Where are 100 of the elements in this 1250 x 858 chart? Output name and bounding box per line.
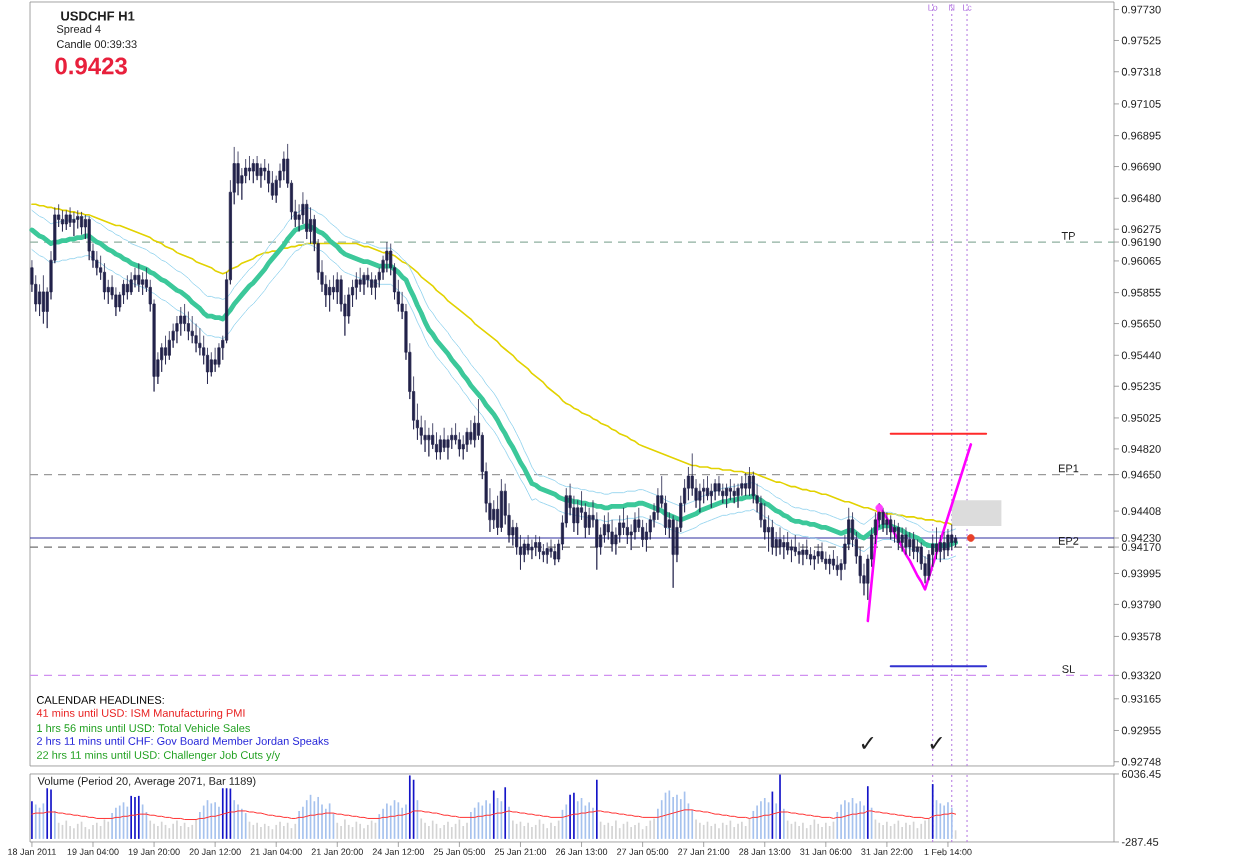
candlestick	[797, 542, 801, 565]
candlestick	[457, 431, 461, 457]
candlestick	[442, 427, 446, 453]
annotation: ✓	[861, 737, 874, 749]
candlestick	[778, 527, 782, 555]
candlestick	[671, 514, 675, 589]
candlestick	[946, 528, 950, 557]
candlestick	[782, 534, 786, 560]
candlestick	[358, 267, 362, 293]
candlestick	[881, 507, 885, 533]
candlestick	[938, 534, 942, 563]
candlestick	[644, 522, 648, 552]
candlestick	[270, 170, 274, 201]
candlestick	[545, 542, 549, 565]
candlestick	[820, 542, 824, 563]
candlestick	[213, 347, 217, 373]
candlestick	[217, 342, 221, 368]
candlestick	[744, 472, 748, 497]
candlestick	[76, 209, 80, 229]
candlestick	[251, 158, 255, 184]
candlestick	[587, 507, 591, 536]
candlestick	[465, 427, 469, 453]
candlestick	[625, 514, 629, 545]
candlestick	[141, 271, 145, 296]
candlestick	[892, 519, 897, 543]
candlestick	[255, 155, 259, 181]
candlestick	[831, 549, 835, 571]
candlestick	[885, 511, 889, 536]
candlestick	[789, 539, 794, 563]
candlestick	[786, 531, 790, 555]
candlestick	[526, 534, 530, 555]
candlestick	[713, 478, 717, 501]
candlestick	[549, 539, 553, 559]
candlestick	[137, 262, 141, 293]
candlestick	[828, 554, 832, 575]
candlestick	[805, 539, 809, 560]
candlestick	[736, 483, 740, 509]
candlestick	[816, 543, 820, 565]
candlestick	[576, 499, 580, 536]
candlestick	[541, 543, 545, 563]
candlestick	[698, 483, 702, 513]
candlestick	[896, 522, 900, 551]
candlestick	[328, 279, 332, 312]
candlestick	[190, 315, 194, 344]
candlestick	[87, 215, 91, 261]
candlestick	[38, 283, 42, 317]
candlestick	[64, 209, 68, 231]
candlestick	[721, 483, 725, 504]
candlestick	[812, 549, 816, 571]
candlestick	[125, 274, 129, 300]
candlestick	[80, 211, 84, 235]
candlestick	[236, 151, 240, 196]
candlestick	[621, 507, 626, 536]
candlestick	[709, 483, 713, 509]
candlestick	[354, 271, 358, 300]
candlestick	[209, 351, 213, 377]
candlestick	[309, 206, 313, 244]
candlestick	[900, 527, 904, 552]
candlestick	[705, 475, 710, 501]
candlestick	[534, 534, 538, 557]
candlestick	[770, 519, 774, 555]
candlestick	[72, 211, 76, 237]
candlestick	[167, 330, 171, 361]
annotation: 0.9423	[55, 57, 127, 75]
candlestick	[362, 271, 366, 296]
candlestick	[725, 483, 729, 509]
candlestick	[267, 163, 271, 193]
candlestick	[908, 531, 912, 557]
candlestick	[809, 546, 813, 566]
candlestick	[610, 519, 614, 552]
candlestick	[282, 151, 286, 181]
candlestick	[335, 271, 339, 305]
candlestick	[102, 262, 106, 300]
candlestick	[915, 539, 919, 563]
candlestick	[889, 514, 893, 540]
candlestick	[793, 534, 797, 557]
candlestick	[305, 199, 309, 240]
candlestick	[942, 531, 946, 560]
candlestick	[950, 524, 954, 551]
candlestick	[68, 206, 72, 228]
candlestick	[461, 434, 465, 460]
candlestick	[824, 551, 828, 571]
candlestick	[438, 434, 442, 460]
candlestick	[751, 471, 755, 504]
candlestick	[259, 163, 263, 189]
candlestick	[434, 431, 439, 460]
candlestick	[183, 303, 187, 332]
candlestick	[732, 483, 736, 504]
candlestick	[129, 271, 133, 296]
candlestick	[747, 466, 752, 497]
candlestick	[423, 419, 427, 453]
candlestick	[835, 555, 839, 577]
candlestick	[427, 427, 431, 457]
candlestick	[385, 241, 389, 273]
candlestick	[194, 323, 198, 353]
candlestick	[469, 419, 473, 445]
candlestick	[163, 335, 168, 365]
candlestick	[198, 327, 202, 356]
candlestick	[538, 536, 542, 560]
candlestick	[247, 155, 252, 181]
